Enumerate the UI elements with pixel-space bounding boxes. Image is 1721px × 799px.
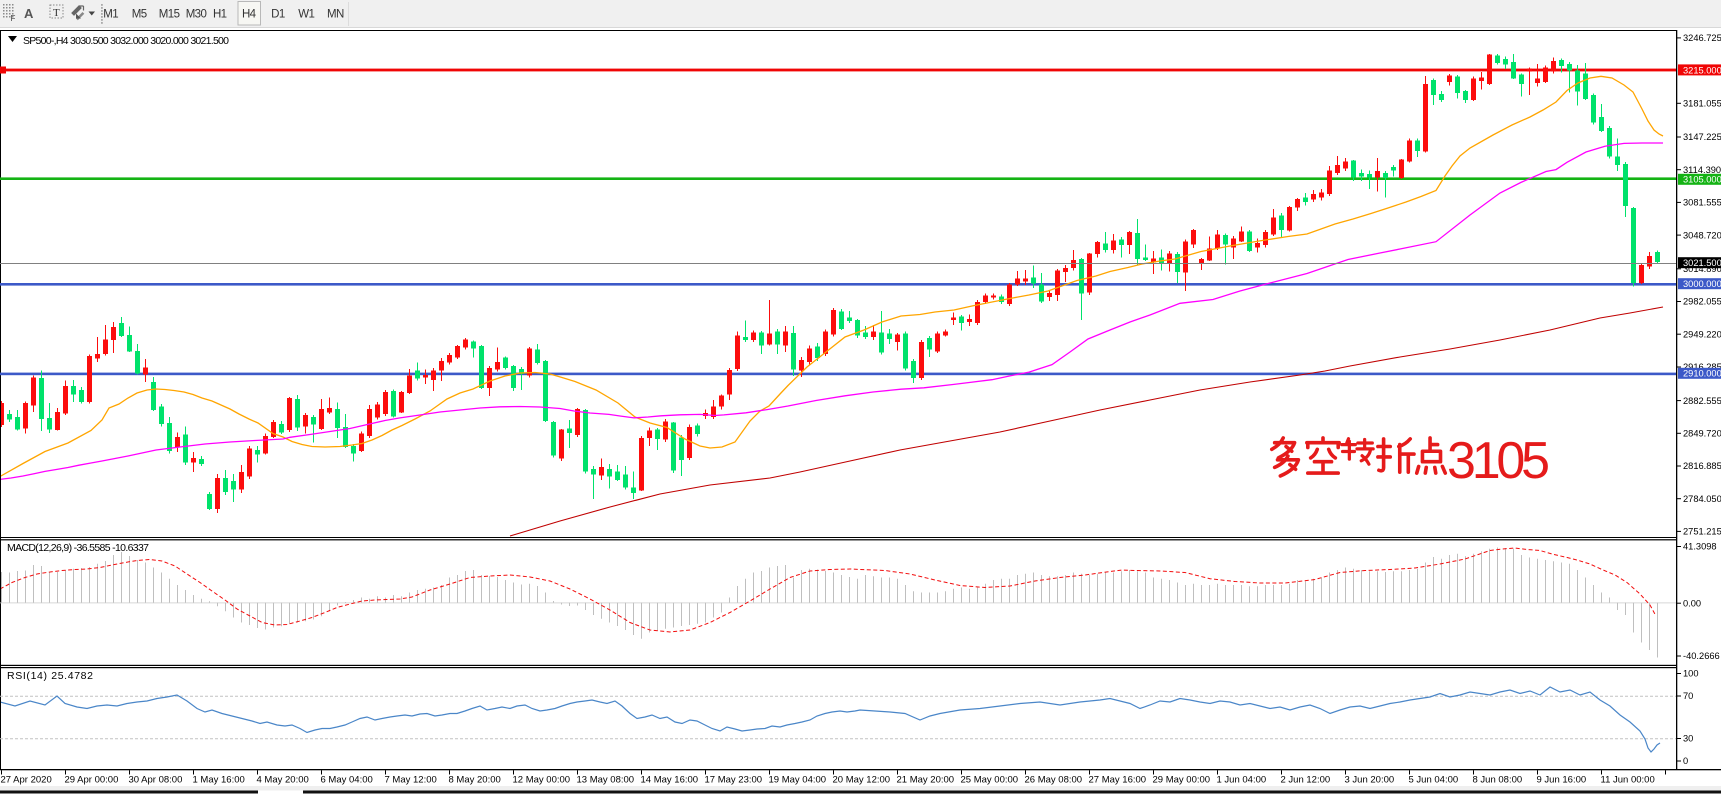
svg-text:3014.890: 3014.890 [1683, 264, 1721, 274]
svg-text:70: 70 [1683, 691, 1693, 701]
svg-text:MACD(12,26,9) -36.5585 -10.633: MACD(12,26,9) -36.5585 -10.6337 [7, 542, 149, 554]
svg-text:9 Jun 16:00: 9 Jun 16:00 [1537, 775, 1587, 786]
svg-text:2784.050: 2784.050 [1683, 494, 1721, 504]
svg-text:19 May 04:00: 19 May 04:00 [769, 775, 827, 786]
svg-text:1 Jun 04:00: 1 Jun 04:00 [1217, 775, 1267, 786]
svg-text:11 Jun 00:00: 11 Jun 00:00 [1601, 775, 1655, 786]
svg-text:0: 0 [1683, 756, 1688, 766]
svg-text:3246.725: 3246.725 [1683, 33, 1721, 43]
svg-text:2916.285: 2916.285 [1683, 362, 1721, 372]
svg-text:M15: M15 [159, 9, 180, 21]
svg-text:27 Apr 2020: 27 Apr 2020 [1, 775, 52, 786]
svg-text:13 May 08:00: 13 May 08:00 [577, 775, 635, 786]
svg-text:6 May 04:00: 6 May 04:00 [321, 775, 373, 786]
svg-text:SP500-,H4 3030.500 3032.000 3: SP500-,H4 3030.500 3032.000 3020.000 302… [23, 35, 229, 47]
svg-text:3 Jun 20:00: 3 Jun 20:00 [1345, 775, 1395, 786]
svg-text:2882.555: 2882.555 [1683, 396, 1721, 406]
svg-text:30: 30 [1683, 734, 1693, 744]
svg-text:3215.000: 3215.000 [1683, 65, 1721, 75]
svg-text:3114.390: 3114.390 [1683, 165, 1721, 175]
svg-text:21 May 20:00: 21 May 20:00 [897, 775, 955, 786]
svg-text:2816.885: 2816.885 [1683, 461, 1721, 471]
svg-text:17 May 23:00: 17 May 23:00 [705, 775, 763, 786]
svg-text:4 May 20:00: 4 May 20:00 [257, 775, 309, 786]
svg-text:3048.720: 3048.720 [1683, 230, 1721, 240]
svg-text:2751.215: 2751.215 [1683, 527, 1721, 537]
svg-text:F: F [11, 14, 16, 23]
svg-text:3147.225: 3147.225 [1683, 132, 1721, 142]
svg-text:3105.000: 3105.000 [1683, 175, 1721, 185]
svg-text:5 Jun 04:00: 5 Jun 04:00 [1409, 775, 1459, 786]
svg-text:A: A [24, 6, 34, 21]
svg-text:8 Jun 08:00: 8 Jun 08:00 [1473, 775, 1523, 786]
svg-text:H1: H1 [213, 9, 227, 21]
svg-text:M5: M5 [132, 9, 147, 21]
svg-text:12 May 00:00: 12 May 00:00 [513, 775, 571, 786]
svg-text:26 May 08:00: 26 May 08:00 [1025, 775, 1083, 786]
svg-text:3000.000: 3000.000 [1683, 279, 1721, 289]
svg-text:W1: W1 [298, 9, 314, 21]
svg-text:2982.055: 2982.055 [1683, 297, 1721, 307]
svg-text:2910.000: 2910.000 [1683, 369, 1721, 379]
svg-text:29 May 00:00: 29 May 00:00 [1153, 775, 1211, 786]
svg-text:29 Apr 00:00: 29 Apr 00:00 [65, 775, 119, 786]
svg-text:7 May 12:00: 7 May 12:00 [385, 775, 437, 786]
svg-text:8 May 20:00: 8 May 20:00 [449, 775, 501, 786]
svg-text:M1: M1 [103, 9, 118, 21]
svg-text:T: T [53, 7, 60, 19]
svg-text:1 May 16:00: 1 May 16:00 [193, 775, 245, 786]
svg-text:3081.555: 3081.555 [1683, 198, 1721, 208]
svg-text:3181.055: 3181.055 [1683, 99, 1721, 109]
svg-text:3105: 3105 [1447, 432, 1550, 490]
svg-text:0.00: 0.00 [1683, 598, 1701, 608]
svg-text:30 Apr 08:00: 30 Apr 08:00 [129, 775, 183, 786]
svg-text:41.3098: 41.3098 [1683, 542, 1717, 552]
svg-text:RSI(14) 25.4782: RSI(14) 25.4782 [7, 670, 93, 682]
svg-text:27 May 16:00: 27 May 16:00 [1089, 775, 1147, 786]
svg-text:2 Jun 12:00: 2 Jun 12:00 [1281, 775, 1331, 786]
svg-text:MN: MN [327, 9, 344, 21]
svg-text:100: 100 [1683, 669, 1699, 679]
svg-text:14 May 16:00: 14 May 16:00 [641, 775, 699, 786]
svg-text:-40.2666: -40.2666 [1683, 651, 1720, 661]
svg-text:D1: D1 [271, 9, 285, 21]
svg-text:2849.720: 2849.720 [1683, 429, 1721, 439]
svg-text:20 May 12:00: 20 May 12:00 [833, 775, 891, 786]
svg-text:3021.500: 3021.500 [1683, 258, 1721, 268]
svg-text:H4: H4 [242, 9, 257, 21]
svg-text:25 May 00:00: 25 May 00:00 [961, 775, 1019, 786]
svg-text:2949.220: 2949.220 [1683, 329, 1721, 339]
svg-text:M30: M30 [186, 9, 207, 21]
